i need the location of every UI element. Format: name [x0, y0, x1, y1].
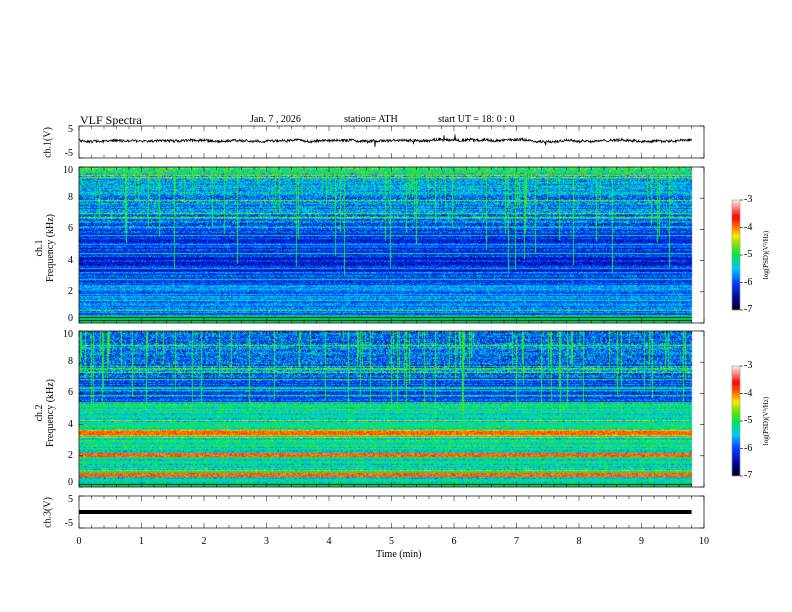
y-tick-label: -5 — [64, 148, 73, 159]
y-tick-label: 4 — [68, 254, 73, 266]
start-ut-label: start UT = 18: 0 : 0 — [438, 114, 515, 125]
x-tick-label: 7 — [514, 536, 519, 547]
y-tick-label: 6 — [68, 387, 73, 399]
colorbar-1 — [731, 199, 741, 311]
ch1-spec-ylabel: ch.1 Frequency (kHz) — [34, 203, 56, 293]
station-label: station= ATH — [344, 114, 398, 125]
x-tick-label: 8 — [576, 536, 582, 547]
y-tick-label: -5 — [64, 518, 73, 529]
x-tick-label: 1 — [139, 536, 144, 547]
y-tick-label: 0 — [68, 477, 73, 488]
panel-frame — [78, 330, 705, 488]
colorbar-tick-label: -3 — [744, 360, 753, 371]
colorbar-tick-label: -4 — [744, 221, 753, 233]
ch3-ylabel: ch.3(V) — [42, 497, 54, 528]
y-tick-label: 0 — [68, 313, 73, 324]
colorbar2-label: log(PSD)(V²/Hz) — [762, 396, 770, 446]
colorbar-tick-label: -3 — [744, 194, 753, 205]
y-tick-label: 10 — [63, 165, 73, 176]
colorbar-tick-label: -7 — [744, 304, 753, 315]
ch1-ylabel: ch.1(V) — [42, 127, 54, 158]
colorbar-tick-label: -6 — [744, 276, 753, 288]
panel-frame — [78, 166, 705, 324]
colorbar-tick-label: -6 — [744, 442, 753, 454]
colorbar1-label: log(PSD)(V²/Hz) — [762, 230, 770, 280]
colorbar-tick-label: -4 — [744, 387, 753, 399]
figure-title: VLF Spectra — [80, 113, 142, 127]
x-tick-label: 9 — [639, 536, 644, 547]
y-tick-label: 6 — [68, 223, 73, 235]
date-label: Jan. 7 , 2026 — [250, 114, 301, 125]
y-tick-label: 10 — [63, 329, 73, 340]
y-tick-label: 2 — [68, 449, 73, 461]
y-tick-label: 4 — [68, 418, 73, 430]
x-tick-label: 3 — [264, 536, 269, 547]
ch1-label: ch.1 — [34, 239, 45, 257]
ch1-waveform — [78, 134, 692, 148]
y-tick-label: 8 — [68, 192, 73, 204]
colorbar-tick-label: -5 — [744, 415, 753, 426]
x-tick-label: 6 — [451, 536, 457, 547]
colorbar-tick-label: -7 — [744, 470, 753, 481]
y-tick-label: 2 — [68, 285, 73, 297]
x-tick-label: 10 — [699, 536, 709, 547]
x-tick-label: 5 — [389, 536, 394, 547]
colorbar-tick-label: -5 — [744, 249, 753, 260]
x-tick-label: 0 — [76, 536, 82, 547]
y-tick-label: 8 — [68, 356, 73, 368]
x-axis-label: Time (min) — [376, 549, 422, 560]
colorbar-2 — [731, 365, 741, 477]
y-tick-label: 5 — [68, 494, 73, 505]
x-tick-label: 2 — [201, 536, 207, 547]
y-tick-label: 5 — [68, 124, 73, 135]
ch2-spec-ylabel: ch.2 Frequency (kHz) — [34, 368, 56, 458]
x-tick-label: 4 — [326, 536, 332, 547]
